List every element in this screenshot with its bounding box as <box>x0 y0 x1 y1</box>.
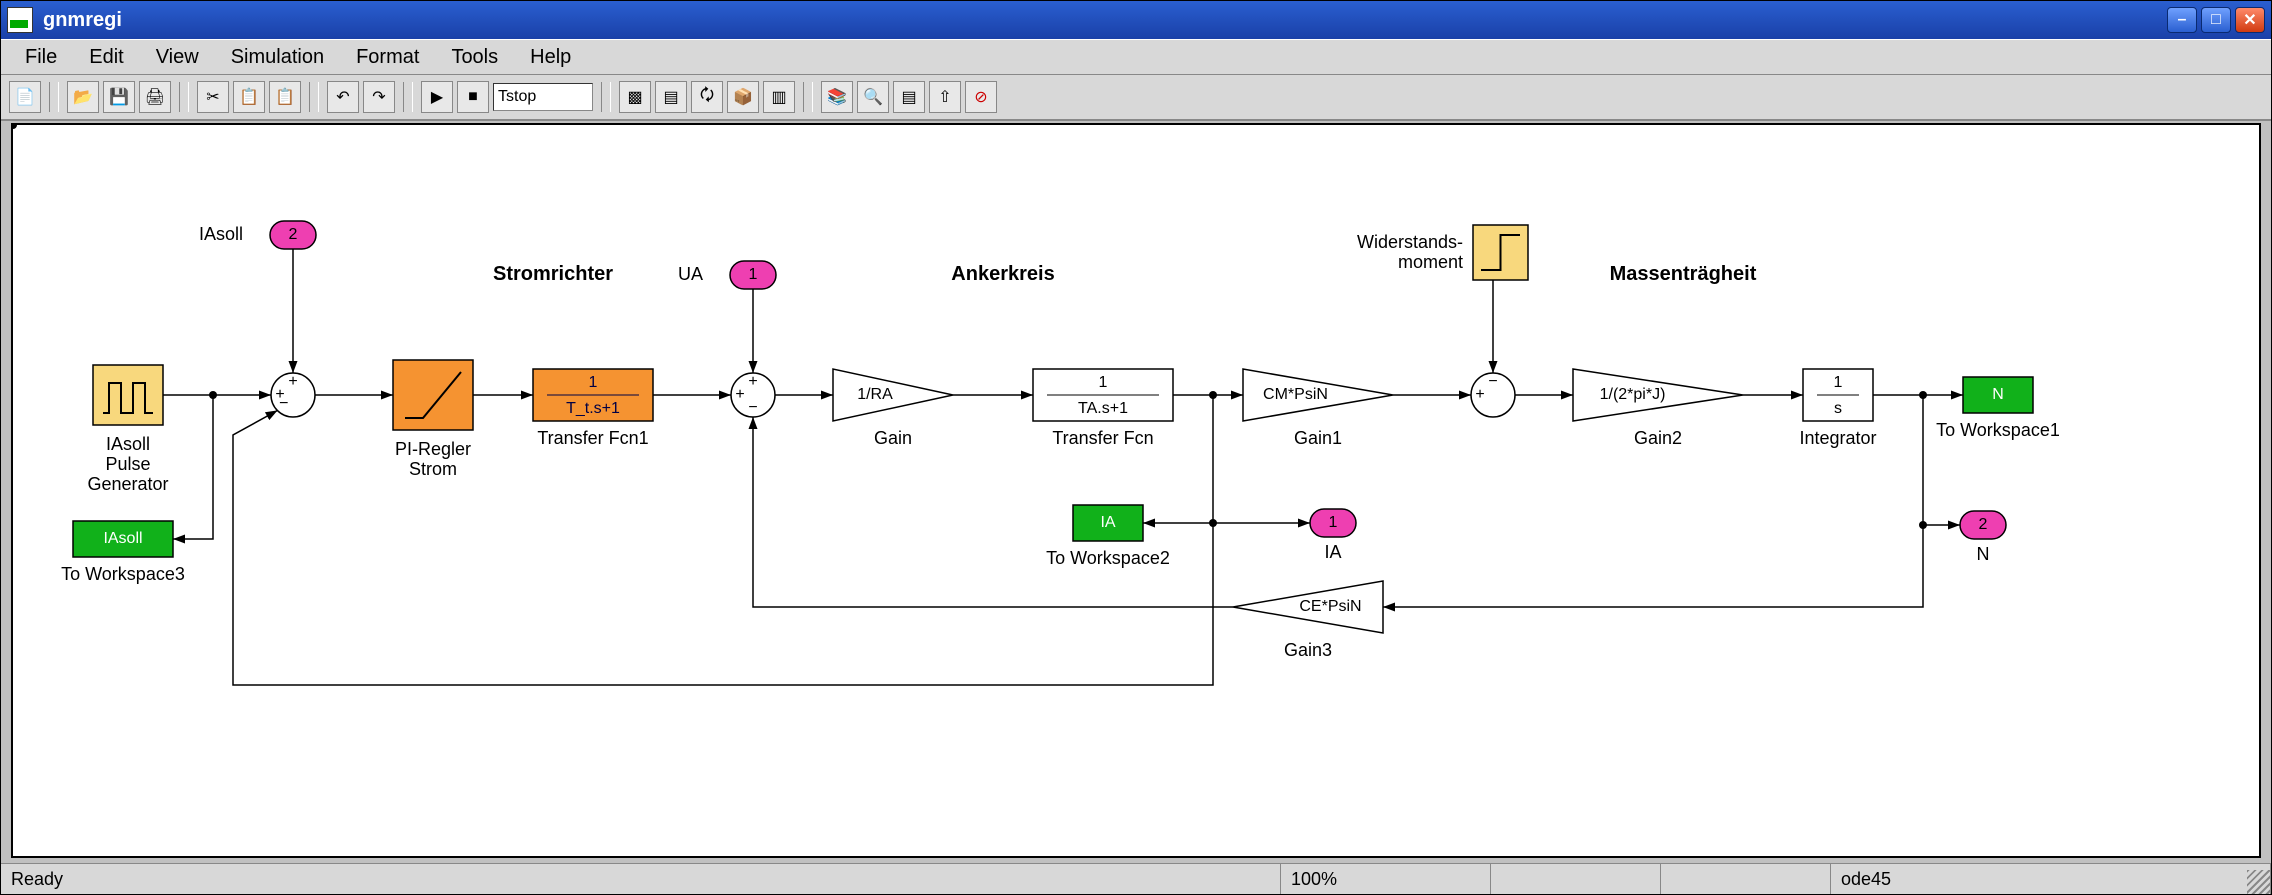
svg-text:s: s <box>1834 400 1842 417</box>
svg-text:Transfer Fcn1: Transfer Fcn1 <box>537 428 648 448</box>
svg-text:IAsollPulseGenerator: IAsollPulseGenerator <box>87 434 168 494</box>
close-button[interactable]: ✕ <box>2235 7 2265 33</box>
svg-text:Gain1: Gain1 <box>1294 428 1342 448</box>
menu-format[interactable]: Format <box>342 42 433 73</box>
svg-text:PI-ReglerStrom: PI-ReglerStrom <box>395 439 471 479</box>
svg-text:+: + <box>1475 386 1484 403</box>
stop-time-input[interactable] <box>493 83 593 111</box>
svg-text:1/(2*pi*J): 1/(2*pi*J) <box>1600 386 1666 403</box>
svg-text:T_t.s+1: T_t.s+1 <box>566 400 620 417</box>
svg-text:IA: IA <box>1100 514 1115 531</box>
copy-button[interactable]: 📋 <box>233 81 265 113</box>
svg-text:IA: IA <box>1324 542 1341 562</box>
menubar: File Edit View Simulation Format Tools H… <box>1 39 2271 75</box>
svg-text:1: 1 <box>1099 374 1108 391</box>
svg-text:+: + <box>735 386 744 403</box>
svg-text:Widerstands-moment: Widerstands-moment <box>1357 232 1463 272</box>
tb-icon-1[interactable]: ▩ <box>619 81 651 113</box>
print-button[interactable]: 🖨 <box>139 81 171 113</box>
status-blank2 <box>1661 864 1831 894</box>
svg-text:−: − <box>1488 373 1497 390</box>
block-diagram: ++−21T_t.s+1++−11/RA1TA.s+1CM*PsiN+−1/(2… <box>13 125 2261 855</box>
svg-text:TA.s+1: TA.s+1 <box>1078 400 1128 417</box>
svg-text:Integrator: Integrator <box>1799 428 1876 448</box>
svg-text:+: + <box>288 373 297 390</box>
statusbar: Ready 100% ode45 <box>1 863 2271 894</box>
svg-text:CE*PsiN: CE*PsiN <box>1299 598 1361 615</box>
svg-text:Stromrichter: Stromrichter <box>493 263 613 285</box>
menu-help[interactable]: Help <box>516 42 585 73</box>
svg-text:Ankerkreis: Ankerkreis <box>951 263 1054 285</box>
tb-icon-3[interactable]: 🗘 <box>691 81 723 113</box>
status-state: Ready <box>1 864 1281 894</box>
paste-button[interactable]: 📋 <box>269 81 301 113</box>
svg-text:To Workspace3: To Workspace3 <box>61 564 185 584</box>
model-canvas[interactable]: ++−21T_t.s+1++−11/RA1TA.s+1CM*PsiN+−1/(2… <box>11 123 2261 858</box>
svg-text:UA: UA <box>678 264 703 284</box>
svg-text:−: − <box>748 399 757 416</box>
redo-button[interactable]: ↷ <box>363 81 395 113</box>
svg-text:IAsoll: IAsoll <box>103 530 142 547</box>
svg-text:1/RA: 1/RA <box>857 386 893 403</box>
stop-button[interactable]: ■ <box>457 81 489 113</box>
tb-icon-2[interactable]: ▤ <box>655 81 687 113</box>
status-zoom: 100% <box>1281 864 1491 894</box>
svg-text:1: 1 <box>1834 374 1843 391</box>
resize-grip-icon[interactable] <box>2247 870 2271 894</box>
svg-text:Transfer Fcn: Transfer Fcn <box>1052 428 1153 448</box>
svg-text:1: 1 <box>749 266 758 283</box>
titlebar: gnmregi – □ ✕ <box>1 1 2271 39</box>
window-title: gnmregi <box>43 9 122 32</box>
undo-button[interactable]: ↶ <box>327 81 359 113</box>
svg-text:2: 2 <box>1979 516 1988 533</box>
status-solver: ode45 <box>1831 864 2271 894</box>
app-icon <box>7 7 33 33</box>
app-window: gnmregi – □ ✕ File Edit View Simulation … <box>0 0 2272 895</box>
svg-text:1: 1 <box>1329 514 1338 531</box>
svg-text:1: 1 <box>589 374 598 391</box>
new-button[interactable]: 📄 <box>9 81 41 113</box>
status-blank1 <box>1491 864 1661 894</box>
tb-icon-10[interactable]: ⊘ <box>965 81 997 113</box>
menu-tools[interactable]: Tools <box>437 42 512 73</box>
svg-text:To Workspace1: To Workspace1 <box>1936 420 2060 440</box>
menu-edit[interactable]: Edit <box>75 42 137 73</box>
svg-text:CM*PsiN: CM*PsiN <box>1263 386 1328 403</box>
svg-text:Massenträgheit: Massenträgheit <box>1610 263 1757 285</box>
maximize-button[interactable]: □ <box>2201 7 2231 33</box>
svg-text:To Workspace2: To Workspace2 <box>1046 548 1170 568</box>
tb-icon-8[interactable]: ▤ <box>893 81 925 113</box>
model-explorer-button[interactable]: 🔍 <box>857 81 889 113</box>
menu-view[interactable]: View <box>142 42 213 73</box>
run-button[interactable]: ▶ <box>421 81 453 113</box>
tb-icon-4[interactable]: 📦 <box>727 81 759 113</box>
svg-text:N: N <box>1992 386 2004 403</box>
tb-icon-5[interactable]: ▥ <box>763 81 795 113</box>
minimize-button[interactable]: – <box>2167 7 2197 33</box>
svg-text:N: N <box>1977 544 1990 564</box>
svg-text:2: 2 <box>289 226 298 243</box>
library-browser-button[interactable]: 📚 <box>821 81 853 113</box>
svg-text:Gain: Gain <box>874 428 912 448</box>
toolbar: 📄 📂 💾 🖨 ✂ 📋 📋 ↶ ↷ ▶ ■ ▩ ▤ 🗘 📦 ▥ 📚 🔍 ▤ ⇧ … <box>1 75 2271 121</box>
save-button[interactable]: 💾 <box>103 81 135 113</box>
svg-text:+: + <box>748 373 757 390</box>
open-button[interactable]: 📂 <box>67 81 99 113</box>
menu-simulation[interactable]: Simulation <box>217 42 338 73</box>
svg-text:IAsoll: IAsoll <box>199 224 243 244</box>
svg-text:Gain2: Gain2 <box>1634 428 1682 448</box>
cut-button[interactable]: ✂ <box>197 81 229 113</box>
menu-file[interactable]: File <box>11 42 71 73</box>
svg-text:−: − <box>279 395 288 412</box>
tb-icon-9[interactable]: ⇧ <box>929 81 961 113</box>
svg-text:Gain3: Gain3 <box>1284 640 1332 660</box>
